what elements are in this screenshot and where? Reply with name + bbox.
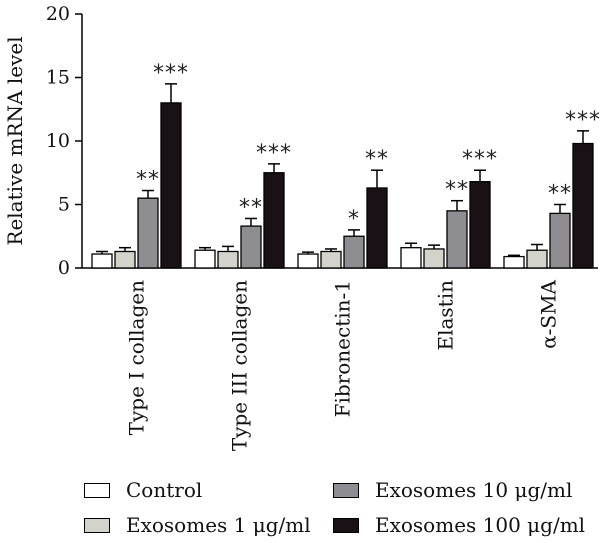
legend-item-exo10: Exosomes 10 μg/ml	[333, 478, 572, 502]
significance-label: **	[136, 168, 160, 193]
bar	[343, 235, 365, 269]
legend-label-exo1: Exosomes 1 μg/ml	[126, 513, 311, 537]
chart-bars	[91, 83, 594, 269]
legend-swatch-exo100	[333, 517, 359, 533]
bar	[572, 142, 594, 269]
significance-label: **	[445, 178, 469, 203]
legend-item-control: Control	[84, 478, 202, 502]
bar	[549, 212, 571, 269]
y-tick-label: 0	[58, 257, 70, 279]
significance-label: *	[348, 207, 360, 232]
bar	[366, 187, 388, 269]
bar	[526, 249, 548, 269]
bar	[263, 172, 285, 269]
bar	[137, 197, 159, 269]
y-tick-label: 5	[58, 194, 70, 216]
chart-axes: 0 5 10 15 20 Relative mRNA level	[3, 3, 598, 279]
bar	[469, 180, 491, 269]
bar	[194, 249, 216, 269]
significance-label: **	[548, 182, 572, 207]
bar	[114, 250, 136, 269]
bar	[160, 102, 182, 269]
x-tick-label: Fibronectin-1	[331, 280, 355, 417]
y-tick-label: 20	[46, 3, 70, 25]
x-tick-label: Type I collagen	[125, 280, 149, 435]
legend-swatch-exo10	[333, 482, 359, 498]
bar	[503, 255, 525, 269]
legend-swatch-exo1	[84, 517, 110, 533]
x-tick-label: Type III collagen	[228, 280, 252, 451]
bar	[91, 253, 113, 269]
chart-labels: *****Type I collagen*****Type III collag…	[125, 61, 600, 451]
legend-label-exo100: Exosomes 100 μg/ml	[375, 513, 586, 537]
legend-item-exo100: Exosomes 100 μg/ml	[333, 513, 585, 537]
y-tick-label: 10	[46, 130, 70, 152]
significance-label: **	[365, 147, 389, 172]
x-tick-label: Elastin	[434, 280, 458, 351]
y-axis-label: Relative mRNA level	[3, 36, 27, 245]
bar	[240, 225, 262, 269]
bar	[423, 248, 445, 269]
legend-label-exo10: Exosomes 10 μg/ml	[375, 478, 573, 502]
significance-label: ***	[256, 141, 292, 166]
significance-label: ***	[565, 108, 600, 133]
significance-label: ***	[462, 147, 498, 172]
legend-item-exo1: Exosomes 1 μg/ml	[84, 513, 311, 537]
legend-swatch-control	[84, 482, 110, 498]
y-tick-label: 15	[46, 67, 70, 89]
bar	[217, 250, 239, 269]
bar	[320, 250, 342, 269]
bar	[297, 253, 319, 269]
significance-label: ***	[153, 61, 189, 86]
significance-label: **	[239, 195, 263, 220]
legend-label-control: Control	[126, 478, 203, 502]
bar	[446, 210, 468, 269]
x-tick-label: α-SMA	[537, 279, 561, 348]
bar	[400, 247, 422, 269]
